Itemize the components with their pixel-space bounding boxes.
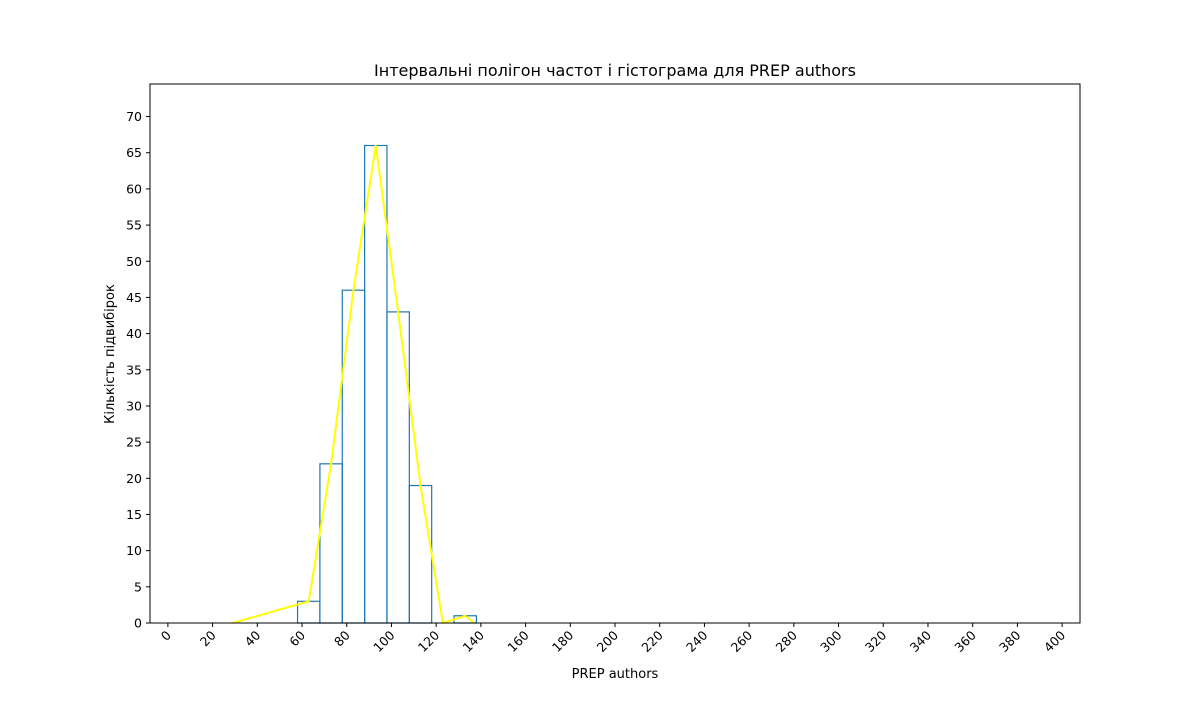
histogram-bar	[386, 311, 410, 624]
y-tick-label: 55	[126, 218, 142, 233]
x-tick-label: 320	[862, 627, 890, 655]
y-axis-label: Кількість підвибірок	[103, 284, 118, 424]
x-tick-label: 60	[286, 627, 308, 649]
x-tick-label: 140	[460, 627, 488, 655]
x-tick-label: 380	[996, 627, 1024, 655]
y-tick-label: 30	[126, 398, 142, 413]
y-tick-label: 15	[126, 507, 142, 522]
y-tick-label: 20	[126, 471, 142, 486]
y-tick-label: 65	[126, 145, 142, 160]
x-tick-label: 20	[197, 627, 219, 649]
y-tick-label: 5	[134, 579, 142, 594]
frequency-polygon-line	[232, 144, 475, 624]
x-tick-label: 300	[817, 627, 845, 655]
x-axis-label: PREP authors	[572, 667, 659, 682]
y-tick-label: 70	[126, 109, 142, 124]
x-tick-label: 200	[594, 627, 622, 655]
x-tick-label: 40	[242, 627, 264, 649]
x-tick-label: 340	[907, 627, 935, 655]
histogram-bar	[319, 463, 343, 624]
y-tick-label: 60	[126, 181, 142, 196]
x-tick-label: 400	[1041, 627, 1069, 655]
x-tick-label: 360	[951, 627, 979, 655]
y-tick-label: 40	[126, 326, 142, 341]
x-tick-label: 280	[772, 627, 800, 655]
x-tick-label: 160	[504, 627, 532, 655]
x-tick-label: 100	[370, 627, 398, 655]
y-tick-label: 35	[126, 362, 142, 377]
x-tick-label: 120	[415, 627, 443, 655]
x-tick-label: 260	[728, 627, 756, 655]
y-tick-label: 10	[126, 543, 142, 558]
y-tick-label: 0	[134, 616, 142, 631]
y-axis: 0 5 10 15 20 25 30 35 40 45 50 55 60 65 70	[126, 109, 150, 631]
histogram-bar	[408, 484, 433, 624]
plot-frame	[149, 83, 1081, 624]
y-tick-label: 50	[126, 254, 142, 269]
x-tick-label: 80	[331, 627, 353, 649]
chart-title: Інтервальні полігон частот і гістограма …	[374, 61, 856, 80]
y-tick-label: 45	[126, 290, 142, 305]
x-tick-label: 220	[638, 627, 666, 655]
histogram-bar	[341, 289, 366, 624]
y-tick-label: 25	[126, 435, 142, 450]
x-tick-label: 0	[158, 627, 174, 643]
x-tick-label: 240	[683, 627, 711, 655]
x-axis: 0 20 40 60 80 100 120 140 160 180 200 220 240 260 280 3…	[158, 623, 1068, 655]
histogram-bar	[364, 144, 388, 624]
x-tick-label: 180	[549, 627, 577, 655]
